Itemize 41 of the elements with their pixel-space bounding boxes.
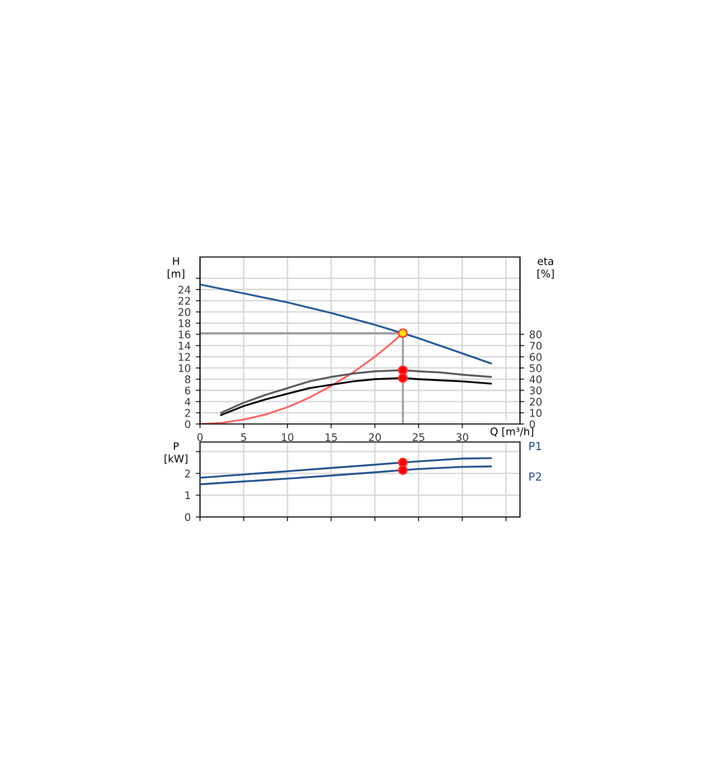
y2-axis-title: eta [%] (537, 258, 554, 279)
line-series (200, 457, 492, 479)
x-tick-label: 20 (369, 433, 381, 442)
x-tick-label: 5 (241, 433, 246, 442)
y2-tick-label: 50 (530, 364, 542, 372)
y-tick-label: 24 (178, 286, 190, 294)
x-tick-label: 15 (326, 433, 337, 442)
y-tick-label: 8 (185, 375, 190, 384)
y2-tick-label: 70 (530, 342, 542, 350)
x-tick-label: 10 (282, 433, 294, 442)
y-axis-title: H [m] (168, 257, 184, 279)
y-axis-title: P [kW] (164, 442, 188, 464)
line-series (200, 466, 492, 486)
y-tick-label: 18 (178, 319, 190, 328)
y-tick-label: 0 (185, 513, 190, 522)
y2-tick-label: 80 (530, 330, 542, 338)
y-tick-label: 12 (178, 352, 190, 361)
x-axis-title: Q [m³/h] (490, 427, 534, 437)
y2-tick-label: 0 (530, 420, 535, 428)
y2-tick-label: 60 (530, 352, 542, 361)
y2-tick-label: 40 (530, 375, 542, 384)
y-tick-label: 2 (185, 470, 190, 478)
y-tick-label: 0 (185, 420, 190, 428)
text: P1 (529, 442, 542, 450)
y-tick-label: 2 (185, 409, 190, 417)
line-series (200, 284, 492, 364)
text: P2 (529, 472, 541, 481)
y-tick-label: 1 (185, 492, 190, 500)
y-tick-label: 20 (178, 308, 190, 316)
y-tick-label: 14 (178, 342, 190, 350)
x-tick-label: 0 (197, 433, 203, 442)
x-tick-label: 30 (456, 433, 468, 442)
x-tick-label: 25 (412, 433, 424, 442)
y-tick-label: 16 (178, 330, 190, 338)
y2-tick-label: 20 (530, 398, 542, 406)
y-tick-label: 10 (178, 364, 190, 372)
y-tick-label: 4 (184, 398, 190, 406)
y2-tick-label: 10 (530, 409, 542, 417)
y-tick-label: 22 (178, 296, 190, 305)
y2-tick-label: 30 (530, 386, 542, 394)
y-tick-label: 6 (185, 386, 190, 394)
